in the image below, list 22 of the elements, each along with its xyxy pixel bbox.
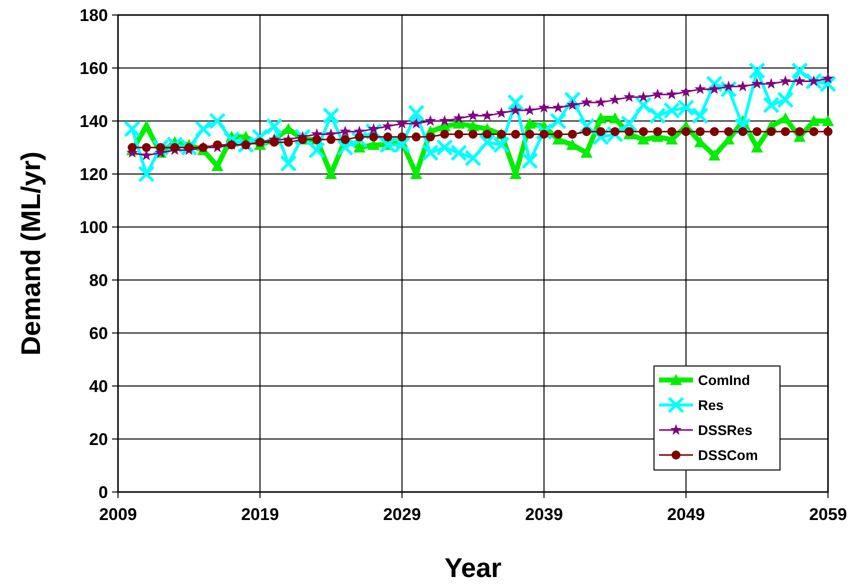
x-tick-label: 2019 xyxy=(241,505,279,524)
x-tick-label: 2009 xyxy=(99,505,137,524)
x-tick-label: 2029 xyxy=(383,505,421,524)
legend-label: Res xyxy=(698,396,724,413)
y-tick-label: 80 xyxy=(89,270,108,290)
x-tick-label: 2049 xyxy=(667,505,705,524)
y-tick-label: 40 xyxy=(89,376,108,396)
legend-label: DSSRes xyxy=(698,422,753,438)
y-tick-label: 120 xyxy=(80,164,108,184)
y-tick-label: 60 xyxy=(89,324,108,343)
legend-label: ComInd xyxy=(698,372,750,388)
y-tick-label: 180 xyxy=(80,6,108,25)
y-tick-label: 160 xyxy=(80,58,108,78)
y-tick-label: 20 xyxy=(89,430,108,449)
x-tick-label: 2039 xyxy=(525,505,563,524)
x-axis-title: Year xyxy=(444,553,502,583)
legend-label: DSSCom xyxy=(698,446,758,463)
x-tick-label: 2059 xyxy=(809,505,847,524)
y-tick-label: 140 xyxy=(80,112,108,131)
y-tick-label: 0 xyxy=(98,482,108,502)
y-tick-label: 100 xyxy=(80,218,108,237)
y-axis-title: Demand (ML/yr) xyxy=(16,151,46,356)
